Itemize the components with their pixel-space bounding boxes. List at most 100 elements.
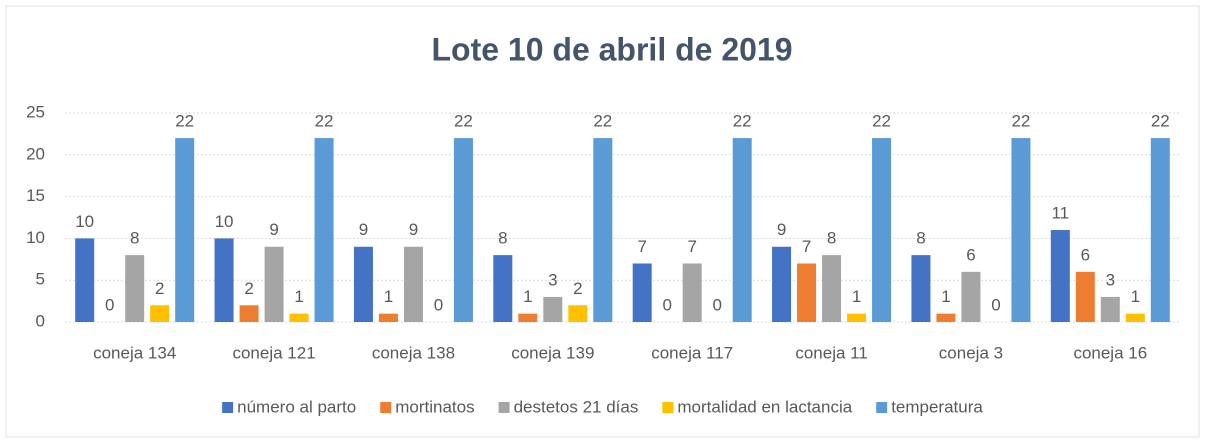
y-tick-label: 0 bbox=[36, 311, 45, 330]
bar bbox=[732, 138, 752, 322]
bar bbox=[518, 313, 538, 322]
y-tick-label: 5 bbox=[36, 270, 45, 289]
bar bbox=[175, 138, 195, 322]
data-label: 0 bbox=[434, 295, 443, 314]
legend-label: destetos 21 días bbox=[514, 397, 639, 416]
data-label: 22 bbox=[315, 112, 334, 131]
legend-swatch bbox=[222, 402, 234, 413]
bar bbox=[593, 138, 613, 322]
bar bbox=[911, 255, 931, 322]
bar bbox=[1050, 230, 1070, 322]
legend-swatch bbox=[662, 402, 674, 413]
data-label: 8 bbox=[498, 229, 507, 248]
data-label: 0 bbox=[712, 295, 721, 314]
data-label: 1 bbox=[294, 287, 303, 306]
data-label: 8 bbox=[827, 229, 836, 248]
data-label: 10 bbox=[215, 212, 234, 231]
data-label: 1 bbox=[941, 287, 950, 306]
legend-label: temperatura bbox=[891, 397, 983, 416]
x-tick-label: coneja 139 bbox=[511, 343, 594, 362]
bar bbox=[239, 305, 259, 322]
legend-swatch bbox=[380, 402, 392, 413]
data-label: 6 bbox=[966, 245, 975, 264]
data-label: 2 bbox=[573, 279, 582, 298]
y-tick-label: 20 bbox=[26, 144, 45, 163]
bar bbox=[632, 263, 652, 322]
legend-swatch bbox=[876, 402, 888, 413]
bar bbox=[822, 255, 842, 322]
bar bbox=[314, 138, 334, 322]
data-label: 1 bbox=[852, 287, 861, 306]
x-tick-label: coneja 121 bbox=[232, 343, 315, 362]
legend-label: número al parto bbox=[237, 397, 356, 416]
data-label: 9 bbox=[409, 220, 418, 239]
bar bbox=[353, 246, 373, 322]
y-tick-label: 25 bbox=[26, 102, 45, 121]
bar bbox=[1150, 138, 1170, 322]
data-label: 8 bbox=[130, 229, 139, 248]
data-label: 22 bbox=[454, 112, 473, 131]
y-tick-label: 10 bbox=[26, 228, 45, 247]
bar bbox=[493, 255, 513, 322]
bar bbox=[378, 313, 398, 322]
bar bbox=[1100, 296, 1120, 322]
bar bbox=[403, 246, 423, 322]
data-label: 3 bbox=[1106, 270, 1115, 289]
bar bbox=[797, 263, 817, 322]
data-label: 1 bbox=[384, 287, 393, 306]
data-label: 7 bbox=[637, 237, 646, 256]
data-label: 10 bbox=[75, 212, 94, 231]
data-label: 1 bbox=[523, 287, 532, 306]
bar bbox=[214, 238, 234, 322]
x-tick-label: coneja 117 bbox=[651, 343, 733, 362]
bar bbox=[289, 313, 309, 322]
x-tick-label: coneja 134 bbox=[93, 343, 176, 362]
data-label: 22 bbox=[593, 112, 612, 131]
x-tick-label: coneja 11 bbox=[795, 343, 867, 362]
data-label: 7 bbox=[802, 237, 811, 256]
data-label: 0 bbox=[105, 295, 114, 314]
bar bbox=[1125, 313, 1145, 322]
legend-swatch bbox=[498, 402, 510, 413]
bar bbox=[1075, 271, 1095, 322]
bar bbox=[682, 263, 702, 322]
bar bbox=[936, 313, 956, 322]
data-label: 22 bbox=[733, 112, 752, 131]
bar bbox=[150, 305, 170, 322]
y-tick-label: 15 bbox=[26, 186, 45, 205]
data-label: 2 bbox=[155, 279, 164, 298]
data-label: 22 bbox=[872, 112, 891, 131]
data-label: 9 bbox=[269, 220, 278, 239]
bar bbox=[125, 255, 145, 322]
bar bbox=[847, 313, 867, 322]
data-label: 2 bbox=[244, 279, 253, 298]
data-label: 3 bbox=[548, 270, 557, 289]
bar bbox=[453, 138, 473, 322]
bar bbox=[961, 271, 981, 322]
data-label: 0 bbox=[991, 295, 1000, 314]
x-tick-label: coneja 16 bbox=[1073, 343, 1147, 362]
data-label: 11 bbox=[1051, 204, 1069, 223]
data-label: 22 bbox=[1151, 112, 1170, 131]
bar bbox=[264, 246, 284, 322]
data-label: 9 bbox=[359, 220, 368, 239]
bar bbox=[568, 305, 588, 322]
data-label: 8 bbox=[916, 229, 925, 248]
data-label: 6 bbox=[1081, 245, 1090, 264]
data-label: 1 bbox=[1131, 287, 1140, 306]
x-tick-label: coneja 3 bbox=[939, 343, 1003, 362]
legend-label: mortalidad en lactancia bbox=[677, 397, 852, 416]
data-label: 0 bbox=[662, 295, 671, 314]
chart-title: Lote 10 de abril de 2019 bbox=[431, 31, 792, 67]
bar bbox=[872, 138, 892, 322]
bar bbox=[772, 246, 792, 322]
bar bbox=[1011, 138, 1031, 322]
x-tick-label: coneja 138 bbox=[372, 343, 455, 362]
data-label: 7 bbox=[687, 237, 696, 256]
data-label: 22 bbox=[1011, 112, 1030, 131]
bar bbox=[543, 296, 563, 322]
bar bbox=[75, 238, 95, 322]
data-label: 22 bbox=[175, 112, 194, 131]
legend-label: mortinatos bbox=[395, 397, 474, 416]
